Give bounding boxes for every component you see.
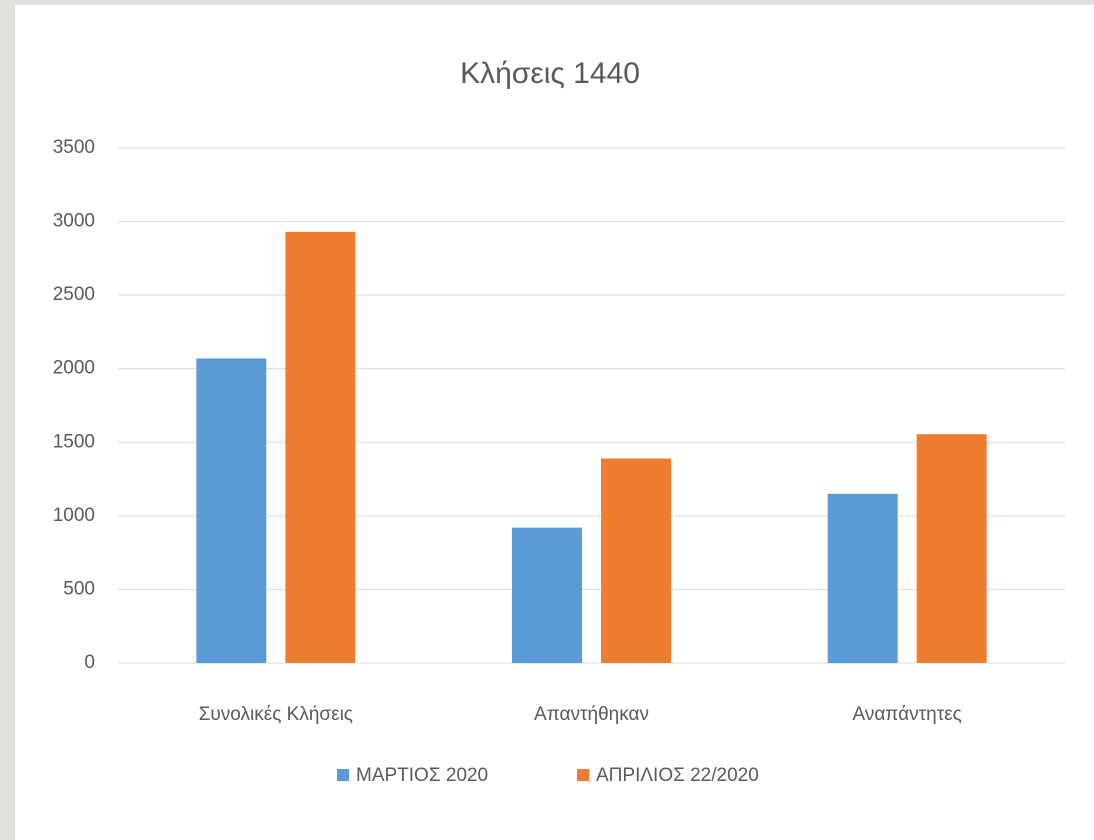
bar <box>512 527 582 663</box>
y-tick-label: 1000 <box>53 505 95 526</box>
x-tick-label: Απαντήθηκαν <box>534 704 649 725</box>
x-tick-label: Συνολικές Κλήσεις <box>199 704 353 725</box>
bar <box>916 434 987 663</box>
y-tick-label: 2500 <box>53 284 95 305</box>
bar <box>601 458 671 663</box>
chart: Κλήσεις 1440 0 500 1000 1500 2000 2500 3000 350… <box>53 57 1065 786</box>
bar <box>285 231 356 663</box>
chart-title: Κλήσεις 1440 <box>460 57 640 90</box>
legend-label: ΜΑΡΤΙΟΣ 2020 <box>356 765 488 786</box>
legend-label: ΑΠΡΙΛΙΟΣ 22/2020 <box>596 765 759 786</box>
y-tick-label: 3000 <box>53 211 95 232</box>
y-tick-label: 3500 <box>53 137 95 158</box>
bar <box>827 493 898 663</box>
bar <box>196 358 267 663</box>
legend-swatch <box>337 769 349 781</box>
y-tick-label: 0 <box>84 652 95 673</box>
x-tick-label: Αναπάντητες <box>852 704 961 725</box>
y-tick-label: 1500 <box>53 431 95 452</box>
legend-swatch <box>577 769 589 781</box>
y-tick-label: 500 <box>63 578 95 599</box>
y-tick-label: 2000 <box>53 358 95 379</box>
chart-area: Κλήσεις 1440 0 500 1000 1500 2000 2500 3000 350… <box>15 5 1094 840</box>
